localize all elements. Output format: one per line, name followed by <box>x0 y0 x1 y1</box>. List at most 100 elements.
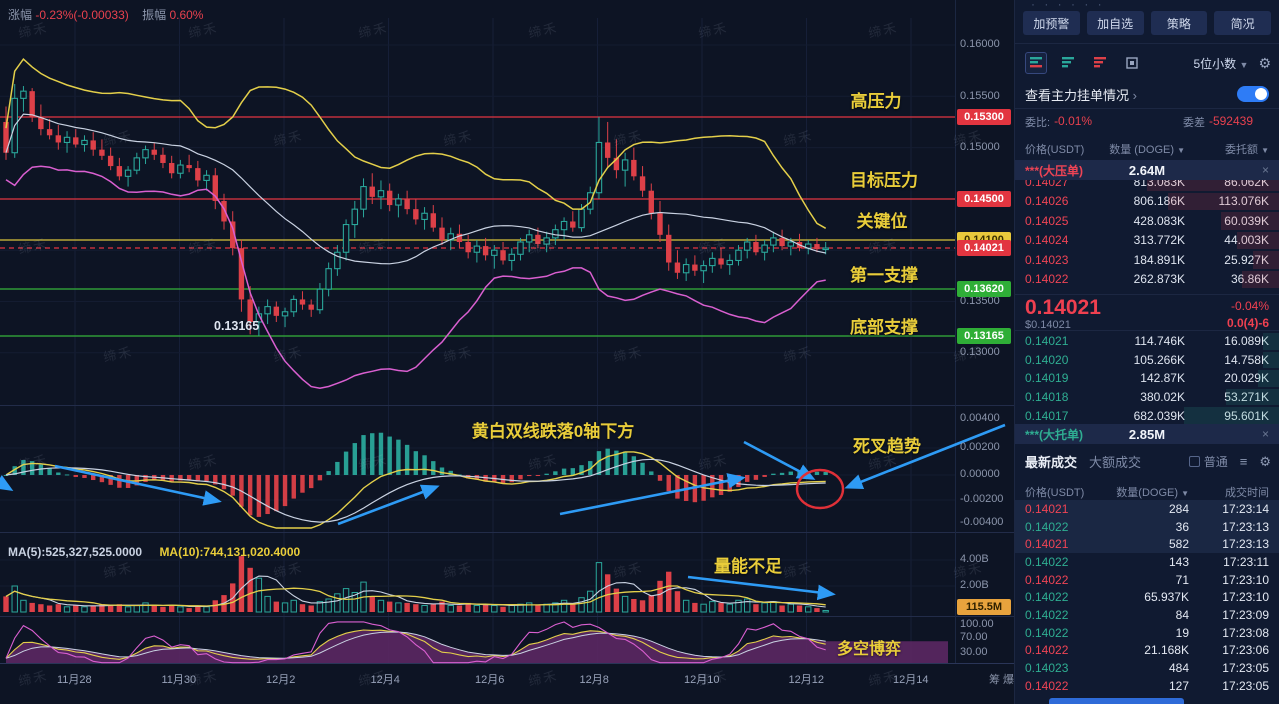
top-button-row: 加预警 加自选 策略 简况 <box>1023 11 1271 35</box>
ma10-label: MA(10):744,131,020.4000 <box>159 545 301 559</box>
trade-row[interactable]: 0.14022 65.937K 17:23:10 <box>1015 588 1279 606</box>
trade-time: 17:23:13 <box>1222 537 1269 552</box>
delta-value: -592439 <box>1208 114 1253 128</box>
tab-latest-trades[interactable]: 最新成交 <box>1025 455 1078 470</box>
book-view-custom-icon[interactable] <box>1121 52 1143 74</box>
trade-row[interactable]: 0.14021 582 17:23:13 <box>1015 535 1279 554</box>
big-sell-amount: 2.64M <box>1128 162 1166 178</box>
chart-area[interactable]: 涨幅 -0.23%(-0.00033) 振幅 0.60% MA(5):525,3… <box>0 0 1239 704</box>
decimals-dropdown[interactable]: 5位小数 ▼ <box>1193 56 1249 71</box>
book-view-asks-icon[interactable] <box>1089 52 1111 74</box>
price-cell: 0.14025 <box>1025 213 1069 228</box>
qty-cell: 114.746K <box>1134 334 1186 349</box>
bid-row[interactable]: 0.14020 105.266K 14.758K <box>1015 351 1279 370</box>
amount-cell: 20.029K <box>1224 371 1269 386</box>
trades-headers: 价格(USDT) 数量(DOGE) ▼ 成交时间 <box>1025 484 1269 500</box>
trade-price: 0.14022 <box>1025 572 1069 587</box>
x-axis-date-label: 12月6 <box>475 674 505 686</box>
top-button-1[interactable]: 加自选 <box>1086 11 1144 35</box>
price-level-tag: 0.13165 <box>957 328 1011 344</box>
chart-annotation: 底部支撑 <box>850 318 918 337</box>
trade-qty: 127 <box>1168 678 1189 693</box>
chart-annotation: 关键位 <box>856 212 908 231</box>
main-orders-toggle[interactable] <box>1237 86 1269 102</box>
close-icon[interactable]: × <box>1261 163 1269 177</box>
x-axis-tool-button[interactable]: 筹 <box>989 674 1000 686</box>
last-price-block: 0.14021 $0.14021 -0.04% 0.0(4)-6 <box>1015 294 1279 331</box>
change-value: -0.23%(-0.00033) <box>35 8 129 22</box>
checkbox-icon <box>1188 456 1200 467</box>
bid-row[interactable]: 0.14018 380.02K 53.271K <box>1015 388 1279 407</box>
price-chart-canvas[interactable] <box>0 0 1014 704</box>
close-icon[interactable]: × <box>1261 427 1269 441</box>
bid-row[interactable]: 0.14019 142.87K 20.029K <box>1015 369 1279 388</box>
gear-icon[interactable]: ⚙ <box>1259 453 1271 469</box>
x-axis-date-label: 12月10 <box>684 674 720 686</box>
tab-large-trades[interactable]: 大额成交 <box>1089 455 1142 470</box>
trade-qty: 484 <box>1168 661 1189 676</box>
top-button-2[interactable]: 策略 <box>1150 11 1208 35</box>
ask-row[interactable]: 0.14022 262.873K 36.86K <box>1015 270 1279 290</box>
top-button-3[interactable]: 简况 <box>1214 11 1271 35</box>
orderbook-toolbar: 5位小数 ▼ ⚙ <box>1025 50 1271 76</box>
amount-cell: 95.601K <box>1224 408 1269 423</box>
chart-annotation: 高压力 <box>850 92 902 111</box>
trade-row[interactable]: 0.14021 284 17:23:14 <box>1015 500 1279 518</box>
top-button-0[interactable]: 加预警 <box>1023 11 1080 35</box>
y-axis-label: 0.00200 <box>960 441 1000 453</box>
book-view-bids-icon[interactable] <box>1057 52 1079 74</box>
trade-row[interactable]: 0.14022 127 17:23:05 <box>1015 677 1279 695</box>
big-sell-order-banner: 2.64M ***(大压单) × <box>1015 160 1279 180</box>
trade-row[interactable]: 0.14022 71 17:23:10 <box>1015 571 1279 589</box>
view-main-orders-link[interactable]: 查看主力挂单情况 › <box>1025 87 1137 103</box>
ask-row[interactable]: 0.14023 184.891K 25.927K <box>1015 250 1279 270</box>
amount-cell: 113.076K <box>1218 194 1270 209</box>
panel-drag-handle[interactable]: · · · · · · <box>1031 0 1105 11</box>
trade-price: 0.14022 <box>1025 607 1069 622</box>
trade-time: 17:23:10 <box>1222 572 1269 587</box>
y-axis-label: 0.00000 <box>960 468 1000 480</box>
trade-qty: 19 <box>1175 625 1189 640</box>
volume-last-tag: 115.5M <box>957 599 1011 615</box>
price-level-tag: 0.15300 <box>957 109 1011 125</box>
trade-row[interactable]: 0.14022 36 17:23:13 <box>1015 517 1279 536</box>
support-price-inline-label: 0.13165 <box>214 319 260 333</box>
toggle-knob <box>1255 88 1267 100</box>
last-change-extra: 0.0(4)-6 <box>1226 316 1269 330</box>
trade-time: 17:23:09 <box>1222 607 1269 622</box>
x-axis-tool-button[interactable]: 爆 <box>1003 674 1014 686</box>
normal-checkbox[interactable]: 普通 <box>1188 453 1228 470</box>
oscillator-annotation: 多空博弈 <box>836 641 901 658</box>
last-price: 0.14021 <box>1025 296 1101 319</box>
book-view-both-icon[interactable] <box>1025 52 1047 74</box>
trade-row[interactable]: 0.14023 484 17:23:05 <box>1015 659 1279 677</box>
ask-row[interactable]: 0.14025 428.083K 60.039K <box>1015 211 1279 231</box>
chart-annotation: 第一支撑 <box>850 266 918 285</box>
trade-row[interactable]: 0.14022 21.168K 17:23:06 <box>1015 642 1279 660</box>
trade-qty: 71 <box>1175 572 1189 587</box>
sort-list-icon[interactable]: ≡ <box>1239 454 1248 469</box>
gear-icon[interactable]: ⚙ <box>1258 54 1271 71</box>
price-level-tag: 0.13620 <box>957 281 1011 297</box>
trade-time: 17:23:05 <box>1222 678 1269 693</box>
trade-qty: 84 <box>1175 607 1189 622</box>
side-panel: · · · · · · 加预警 加自选 策略 简况 5位小数 ▼ ⚙ 查看主力挂单情况… <box>1014 0 1279 704</box>
trade-qty: 21.168K <box>1144 643 1189 658</box>
trade-row[interactable]: 0.14022 143 17:23:11 <box>1015 553 1279 571</box>
trade-price: 0.14022 <box>1025 625 1069 640</box>
bottom-partial-button[interactable] <box>1049 698 1184 704</box>
trade-row[interactable]: 0.14022 19 17:23:08 <box>1015 624 1279 642</box>
orderbook-header: 数量 (DOGE) ▼ <box>1109 144 1185 156</box>
ask-row[interactable]: 0.14026 806.186K 113.076K <box>1015 192 1279 212</box>
amplitude-value: 0.60% <box>169 8 204 22</box>
trade-qty: 36 <box>1175 519 1189 534</box>
qty-cell: 105.266K <box>1133 352 1185 367</box>
ask-list: 0.14027 813.083K 86.062K 0.14026 806.186K 113… <box>1015 172 1279 289</box>
trade-time: 17:23:06 <box>1222 643 1269 658</box>
price-cell: 0.14021 <box>1025 334 1069 349</box>
trade-time: 17:23:10 <box>1222 590 1269 605</box>
bid-row[interactable]: 0.14017 682.039K 95.601K <box>1015 406 1279 425</box>
trade-row[interactable]: 0.14022 84 17:23:09 <box>1015 606 1279 624</box>
bid-row[interactable]: 0.14021 114.746K 16.089K <box>1015 332 1279 351</box>
ask-row[interactable]: 0.14024 313.772K 44.003K <box>1015 231 1279 251</box>
